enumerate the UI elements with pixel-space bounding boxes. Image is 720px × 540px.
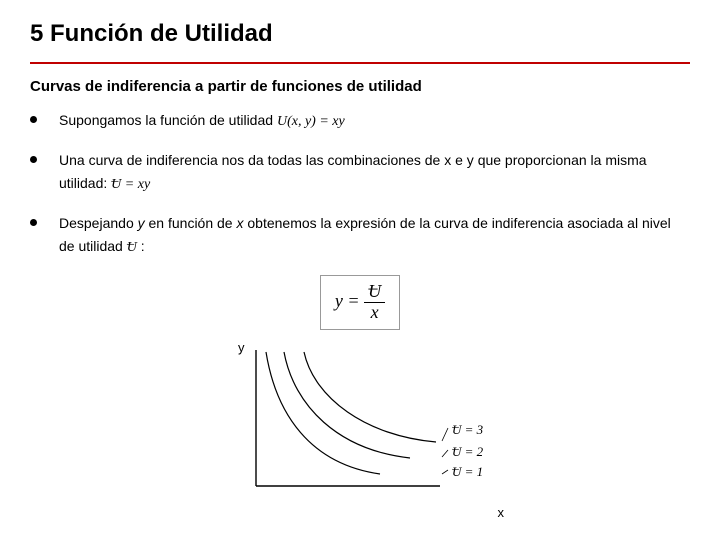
bullet-text: Despejando y en función de x obtenemos l… <box>59 212 690 259</box>
formula-inline: U = xy <box>111 177 150 192</box>
bullet-text: Supongamos la función de utilidad U(x, y… <box>59 109 690 133</box>
bullet-icon <box>30 156 37 163</box>
curve-label: U = 3 <box>452 422 483 438</box>
bullet-text-part: Supongamos la función de utilidad <box>59 112 277 128</box>
formula-lhs: y <box>335 290 343 310</box>
bullet-text: Una curva de indiferencia nos da todas l… <box>59 149 690 196</box>
bullet-text-part: Despejando y en función de x obtenemos l… <box>59 215 671 253</box>
page-title: 5 Función de Utilidad <box>30 20 690 48</box>
formula-box: y = U x <box>320 275 400 330</box>
formula-fraction: U x <box>364 282 385 323</box>
formula-eq: = <box>347 290 359 310</box>
curve-label: U = 1 <box>452 464 483 480</box>
formula-denominator: x <box>364 303 385 323</box>
title-underline <box>30 62 690 64</box>
bullet-list: Supongamos la función de utilidad U(x, y… <box>30 109 690 259</box>
list-item: Supongamos la función de utilidad U(x, y… <box>30 109 690 133</box>
list-item: Despejando y en función de x obtenemos l… <box>30 212 690 259</box>
bullet-icon <box>30 219 37 226</box>
list-item: Una curva de indiferencia nos da todas l… <box>30 149 690 196</box>
formula-numerator: U <box>364 282 385 303</box>
bullet-icon <box>30 116 37 123</box>
indifference-chart: y x U = 3 U = 2 U = 1 <box>210 344 510 514</box>
formula-inline: U(x, y) = xy <box>277 114 345 129</box>
page-subtitle: Curvas de indiferencia a partir de funci… <box>30 78 690 95</box>
y-axis-label: y <box>238 340 245 355</box>
x-axis-label: x <box>498 505 505 520</box>
formula-box-wrap: y = U x <box>30 275 690 330</box>
